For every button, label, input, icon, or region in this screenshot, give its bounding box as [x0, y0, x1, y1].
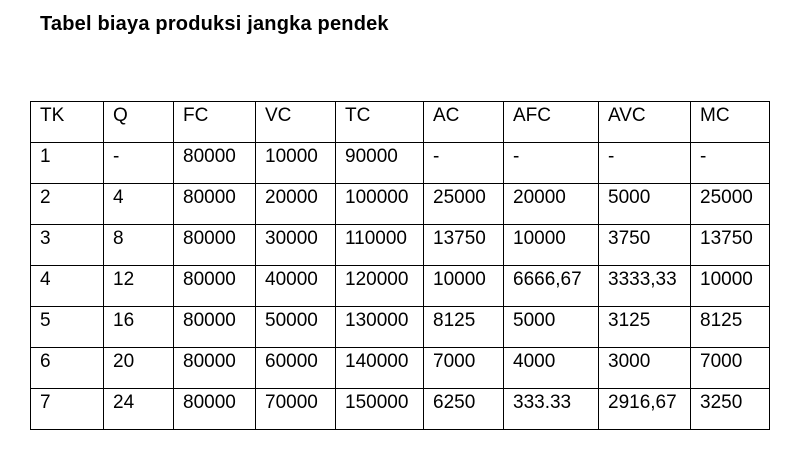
table-cell: 100000 [335, 183, 424, 225]
table-cell: 6250 [423, 388, 504, 430]
table-row: 3 8 80000 30000 110000 13750 10000 3750 13750 [30, 224, 770, 266]
table-cell: 70000 [255, 388, 336, 430]
table-cell: 12 [103, 265, 174, 307]
table-cell: - [690, 142, 770, 184]
table-cell: 20000 [503, 183, 599, 225]
table-cell: 2916,67 [598, 388, 691, 430]
table-cell: 8125 [690, 306, 770, 348]
table-cell: 6 [30, 347, 104, 389]
table-cell: 7000 [690, 347, 770, 389]
table-cell: 3 [30, 224, 104, 266]
table-cell: 24 [103, 388, 174, 430]
header-cell: FC [173, 101, 256, 143]
table-cell: 50000 [255, 306, 336, 348]
table-cell: 2 [30, 183, 104, 225]
table-cell: 333.33 [503, 388, 599, 430]
table-cell: 1 [30, 142, 104, 184]
table-cell: 3000 [598, 347, 691, 389]
table-cell: 90000 [335, 142, 424, 184]
table-cell: 3250 [690, 388, 770, 430]
table-cell: 7000 [423, 347, 504, 389]
table-cell: 3125 [598, 306, 691, 348]
table-cell: 80000 [173, 224, 256, 266]
table-cell: 25000 [423, 183, 504, 225]
table-cell: 60000 [255, 347, 336, 389]
table-cell: 110000 [335, 224, 424, 266]
table-cell: 3333,33 [598, 265, 691, 307]
table-cell: 80000 [173, 183, 256, 225]
table-cell: 7 [30, 388, 104, 430]
table-row: 4 12 80000 40000 120000 10000 6666,67 3333,33 10… [30, 265, 770, 307]
table-cell: 80000 [173, 306, 256, 348]
table-cell: 5000 [503, 306, 599, 348]
table-row: 5 16 80000 50000 130000 8125 5000 3125 8125 [30, 306, 770, 348]
table-cell: 120000 [335, 265, 424, 307]
header-cell: Q [103, 101, 174, 143]
header-cell: AFC [503, 101, 599, 143]
header-cell: TC [335, 101, 424, 143]
table-cell: 150000 [335, 388, 424, 430]
table-cell: 80000 [173, 388, 256, 430]
table-cell: 80000 [173, 265, 256, 307]
table-cell: 6666,67 [503, 265, 599, 307]
header-row: TK Q FC VC TC AC AFC AVC MC [30, 101, 770, 143]
table-cell: 13750 [690, 224, 770, 266]
header-cell: MC [690, 101, 770, 143]
table-cell: 130000 [335, 306, 424, 348]
table-cell: 20 [103, 347, 174, 389]
table-cell: 80000 [173, 142, 256, 184]
table-cell: 10000 [503, 224, 599, 266]
table-cell: 4000 [503, 347, 599, 389]
table-cell: 40000 [255, 265, 336, 307]
table-cell: 8125 [423, 306, 504, 348]
header-cell: AC [423, 101, 504, 143]
table-cell: 4 [103, 183, 174, 225]
table-cell: 30000 [255, 224, 336, 266]
production-cost-table: TK Q FC VC TC AC AFC AVC MC 1-80000 10000 90000- - - -… [30, 101, 770, 430]
table-row: 2 4 80000 20000 100000 25000 20000 5000 25000 [30, 183, 770, 225]
table-cell: 25000 [690, 183, 770, 225]
table-cell: 5000 [598, 183, 691, 225]
table-cell: 10000 [423, 265, 504, 307]
table-row: 1-80000 10000 90000- - - - [30, 142, 770, 184]
header-cell: TK [30, 101, 104, 143]
table-cell: - [503, 142, 599, 184]
header-cell: AVC [598, 101, 691, 143]
table-cell: 4 [30, 265, 104, 307]
table-cell: - [103, 142, 174, 184]
table-cell: - [423, 142, 504, 184]
table-cell: 3750 [598, 224, 691, 266]
table-row: 6 20 80000 60000 140000 7000 4000 3000 7000 [30, 347, 770, 389]
table-cell: 10000 [255, 142, 336, 184]
table-cell: - [598, 142, 691, 184]
table-cell: 8 [103, 224, 174, 266]
header-cell: VC [255, 101, 336, 143]
table-cell: 20000 [255, 183, 336, 225]
document-title: Tabel biaya produksi jangka pendek [40, 13, 389, 35]
table-cell: 16 [103, 306, 174, 348]
table-cell: 80000 [173, 347, 256, 389]
table-cell: 5 [30, 306, 104, 348]
table-cell: 13750 [423, 224, 504, 266]
table-cell: 140000 [335, 347, 424, 389]
table-row: 7 24 80000 70000 150000 6250 333.33 2916,67 3250 [30, 388, 770, 430]
table-cell: 10000 [690, 265, 770, 307]
